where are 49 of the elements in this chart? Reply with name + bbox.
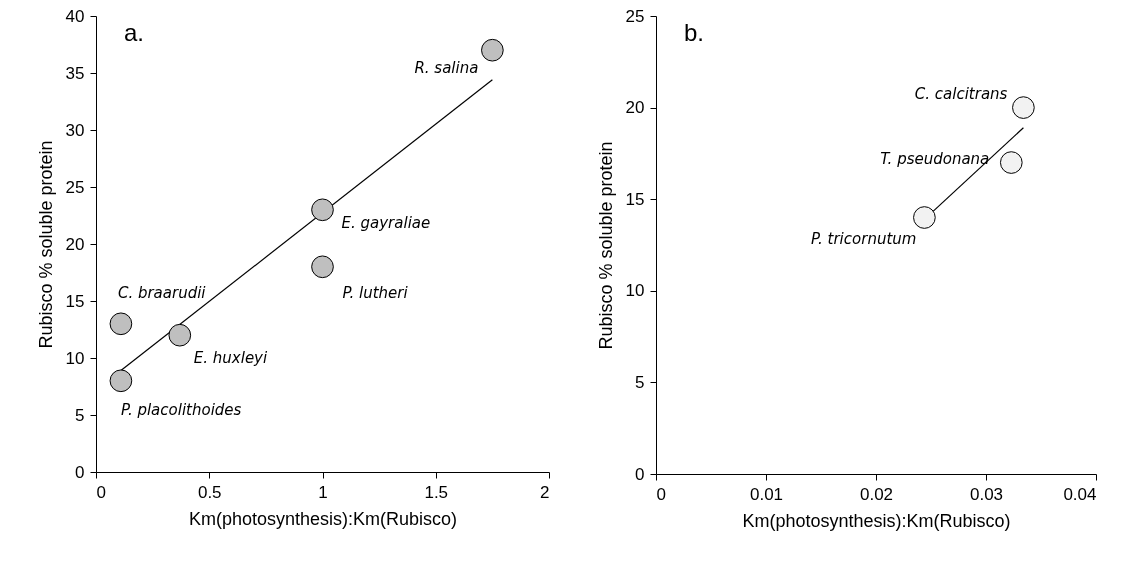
x-tick-label: 0.01 [749,484,784,504]
annotation: E. gayraliae [341,213,431,232]
annotation: P. lutheri [342,283,409,302]
y-axis-title: Rubisco % soluble protein [595,141,616,350]
x-tick-label: 0 [656,484,666,504]
y-axis-title: Rubisco % soluble protein [35,140,56,349]
x-tick-label: 1.5 [424,482,449,502]
annotation: P. placolithoides [120,400,242,419]
y-tick-label: 25 [625,6,645,26]
chart-title: b. [684,19,705,46]
annotation: E. huxleyi [193,349,268,368]
annotation: C. braarudii [117,283,207,302]
annotation: T. pseudonana [880,149,990,168]
y-tick-label: 20 [625,98,645,118]
y-tick-label: 40 [65,6,85,26]
x-tick-label: 0.03 [969,484,1004,504]
y-tick-label: 5 [635,372,645,392]
point [311,198,334,222]
annotation: C. calcitrans [914,84,1008,103]
annotation: R. salina [414,59,479,78]
point [109,369,133,393]
y-tick-label: 0 [635,464,645,484]
x-axis-title: Km(photosynthesis):Km(Rubisco) [188,508,458,529]
x-tick-label: 2 [540,482,550,502]
x-tick-label: 0.02 [859,484,894,504]
y-tick-label: 20 [65,234,85,254]
point [168,323,192,347]
y-tick-label: 35 [65,63,85,83]
x-axis-title: Km(photosynthesis):Km(Rubisco) [742,510,1011,531]
x-tick-label: 0 [96,482,106,502]
point [999,151,1023,174]
y-tick-label: 10 [625,281,645,301]
x-tick-label: 0.5 [197,482,222,502]
y-tick-label: 10 [65,348,85,368]
y-tick-label: 5 [75,405,85,425]
point [481,38,504,62]
x-tick-label: 0.04 [1063,484,1097,504]
y-tick-label: 15 [625,189,645,209]
annotation: P. tricornutum [811,229,917,248]
chart-title: a. [124,19,145,46]
point [1012,96,1035,119]
y-tick-label: 0 [75,462,85,482]
point [913,206,936,229]
x-tick-label: 1 [318,482,328,502]
point [311,255,334,279]
point [109,312,133,336]
y-tick-label: 25 [65,177,85,197]
y-tick-label: 30 [65,120,85,140]
y-tick-label: 15 [65,291,85,311]
